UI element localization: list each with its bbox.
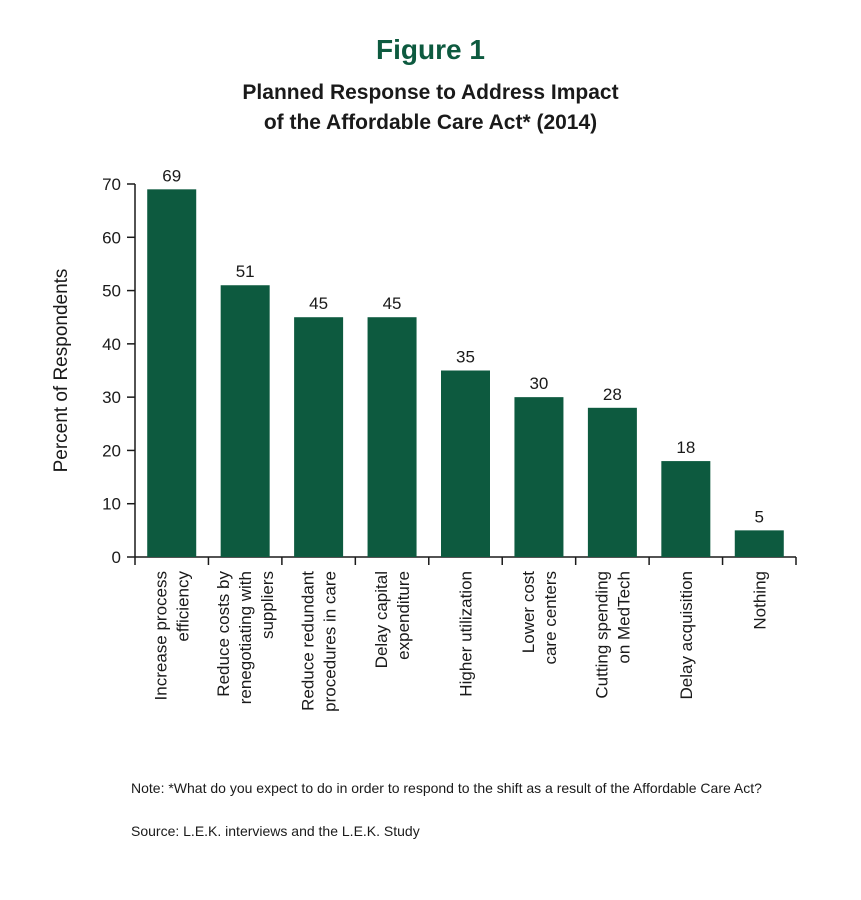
x-category-label: Delay acquisition <box>677 571 696 700</box>
bar-value-label: 45 <box>383 294 402 313</box>
x-category-label-line: Lower cost <box>519 571 538 653</box>
y-tick-label: 70 <box>102 175 121 194</box>
x-category-label: Cutting spending on MedTech <box>592 571 633 699</box>
bar-value-label: 30 <box>529 374 548 393</box>
x-category-label-line: Reduce costs by <box>214 571 233 697</box>
x-category-label-line: efficiency <box>174 571 193 642</box>
bar-value-label: 51 <box>236 262 255 281</box>
x-category-label-line: expenditure <box>394 571 413 660</box>
x-category-label: Reduce redundant procedures in care <box>299 571 340 712</box>
x-category-label: Higher utilization <box>457 571 476 697</box>
chart-title: Planned Response to Address Impact of th… <box>0 78 861 138</box>
x-category-label: Reduce costs by renegotiating with supplie… <box>214 571 277 705</box>
x-category-label-line: Delay capital <box>372 571 391 668</box>
x-category-label-line: Reduce redundant <box>299 571 318 711</box>
bar-value-label: 45 <box>309 294 328 313</box>
x-category-label: Nothing <box>750 571 769 630</box>
y-tick-label: 20 <box>102 441 121 460</box>
x-category-label-line: care centers <box>541 571 560 665</box>
bar <box>220 285 270 557</box>
bar-value-label: 28 <box>603 385 622 404</box>
x-category-label-line: renegotiating with <box>236 571 255 704</box>
x-category-label-line: Increase process <box>152 571 171 700</box>
x-category-label-line: Delay acquisition <box>677 571 696 700</box>
bar <box>587 407 637 557</box>
x-category-label-line: Cutting spending <box>592 571 611 699</box>
x-category-label-line: Higher utilization <box>457 571 476 697</box>
chart-title-line-2: of the Affordable Care Act* (2014) <box>263 111 598 134</box>
bar <box>367 317 417 557</box>
bar <box>294 317 344 557</box>
bar-value-label: 69 <box>162 166 181 185</box>
x-category-label: Increase process efficiency <box>152 571 193 701</box>
bar-value-label: 35 <box>456 348 475 367</box>
y-tick-label: 30 <box>102 388 121 407</box>
x-category-label: Delay capital expenditure <box>372 571 413 668</box>
y-tick-label: 50 <box>102 282 121 301</box>
y-tick-label: 40 <box>102 335 121 354</box>
x-category-label-line: suppliers <box>258 571 277 639</box>
y-axis-title: Percent of Respondents <box>51 269 72 473</box>
chart-note: Note: *What do you expect to do in order… <box>131 780 762 796</box>
bar-value-label: 5 <box>755 507 764 526</box>
bar <box>514 397 564 557</box>
bar <box>147 189 197 558</box>
bar <box>734 530 784 557</box>
chart-title-line-1: Planned Response to Address Impact <box>242 81 619 104</box>
y-tick-label: 0 <box>112 548 121 567</box>
bar-value-label: 18 <box>676 438 695 457</box>
x-category-label-line: Nothing <box>750 571 769 630</box>
chart-source: Source: L.E.K. interviews and the L.E.K.… <box>131 823 420 839</box>
x-category-label: Lower cost care centers <box>519 571 560 665</box>
x-category-label-line: procedures in care <box>321 571 340 712</box>
bar <box>441 370 490 557</box>
figure-label: Figure 1 <box>376 34 485 65</box>
y-tick-label: 60 <box>102 228 121 247</box>
bar <box>661 461 711 557</box>
y-tick-label: 10 <box>102 495 121 514</box>
x-category-label-line: on MedTech <box>614 571 633 664</box>
